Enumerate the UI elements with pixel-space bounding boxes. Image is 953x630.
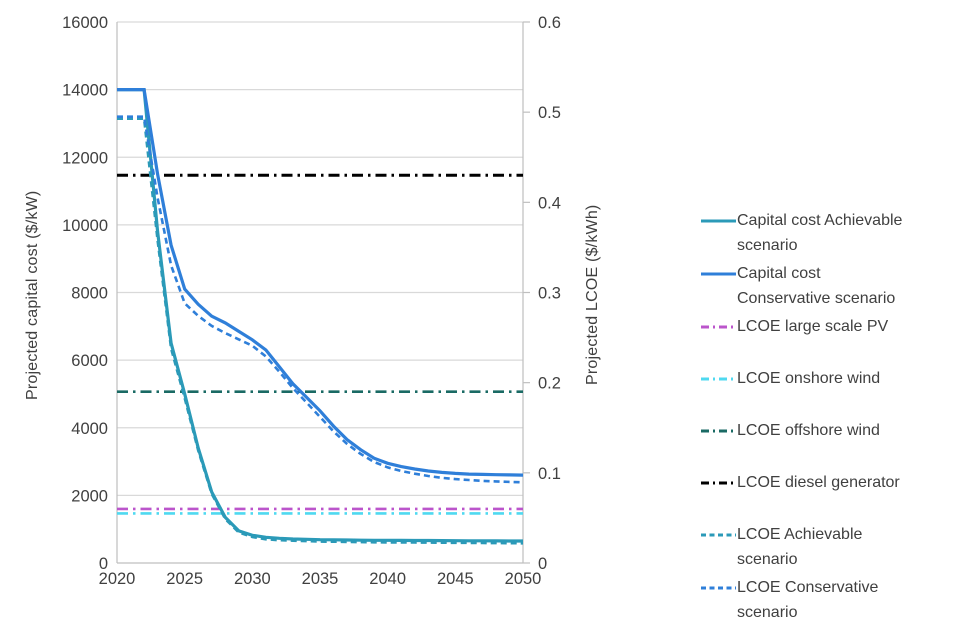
legend-label: LCOE onshore wind bbox=[737, 366, 880, 391]
legend-label: LCOE offshore wind bbox=[737, 418, 880, 443]
legend-item-capital-cost-achievable-scenario: Capital cost Achievable scenario bbox=[700, 208, 950, 258]
lcoe-large-scale-pv-line-icon bbox=[701, 325, 736, 329]
legend-label: LCOE diesel generator bbox=[737, 470, 900, 495]
right-axis-tick-label: 0.4 bbox=[538, 194, 561, 212]
right-axis-title: Projected LCOE ($/kWh) bbox=[584, 204, 601, 386]
legend-item-capital-cost-conservative-scenario: Capital cost Conservative scenario bbox=[700, 261, 950, 311]
series-line-lcoe-achievable-scenario bbox=[117, 117, 524, 545]
series-line-lcoe-conservative-scenario bbox=[117, 115, 524, 484]
legend-label-line: LCOE onshore wind bbox=[737, 370, 881, 387]
lcoe-achievable-scenario-line-icon bbox=[701, 533, 736, 537]
legend-item-lcoe-onshore-wind: LCOE onshore wind bbox=[700, 366, 950, 391]
legend-label: LCOE Achievable scenario bbox=[737, 522, 862, 572]
x-axis-tick-label: 2050 bbox=[505, 570, 542, 588]
left-axis-tick-label: 4000 bbox=[71, 420, 108, 438]
lcoe-onshore-wind-line-icon bbox=[701, 377, 736, 381]
legend-label: LCOE large scale PV bbox=[737, 314, 888, 339]
legend-label: LCOE Conservative scenario bbox=[737, 575, 878, 625]
legend-label-line: LCOE large scale PV bbox=[737, 318, 889, 335]
x-axis-tick-label: 2045 bbox=[437, 570, 474, 588]
legend-label-line: LCOE Achievable bbox=[737, 526, 863, 543]
left-axis-tick-label: 8000 bbox=[71, 285, 108, 303]
left-axis-tick-label: 14000 bbox=[62, 82, 108, 100]
left-axis-tick-label: 6000 bbox=[71, 352, 108, 370]
right-axis-tick-label: 0.5 bbox=[538, 104, 561, 122]
legend-label-line: scenario bbox=[737, 604, 798, 621]
legend-item-lcoe-achievable-scenario: LCOE Achievable scenario bbox=[700, 522, 950, 572]
lcoe-conservative-scenario-line-icon bbox=[701, 586, 736, 590]
left-axis-tick-label: 12000 bbox=[62, 149, 108, 167]
right-axis-tick-label: 0 bbox=[538, 555, 547, 573]
legend-label-line: scenario bbox=[737, 551, 798, 568]
capital-cost-achievable-scenario-line-icon bbox=[701, 219, 736, 223]
x-axis-tick-label: 2040 bbox=[369, 570, 406, 588]
lcoe-diesel-generator-line-icon bbox=[701, 481, 736, 485]
legend-label-line: Conservative scenario bbox=[737, 290, 896, 307]
legend-label-line: LCOE offshore wind bbox=[737, 422, 880, 439]
left-axis-tick-label: 16000 bbox=[62, 14, 108, 32]
right-axis-tick-label: 0.2 bbox=[538, 375, 561, 393]
series-line-capital-cost-conservative-scenario bbox=[117, 87, 524, 477]
left-axis-tick-label: 10000 bbox=[62, 217, 108, 235]
legend-item-lcoe-large-scale-pv: LCOE large scale PV bbox=[700, 314, 950, 339]
legend-label-line: scenario bbox=[737, 237, 798, 254]
legend-item-lcoe-conservative-scenario: LCOE Conservative scenario bbox=[700, 575, 950, 625]
left-axis-title: Projected capital cost ($/kW) bbox=[24, 190, 41, 400]
left-axis-tick-label: 2000 bbox=[71, 487, 108, 505]
x-axis-tick-label: 2035 bbox=[302, 570, 339, 588]
legend-item-lcoe-diesel-generator: LCOE diesel generator bbox=[700, 470, 950, 495]
x-axis-tick-label: 2020 bbox=[99, 570, 136, 588]
legend-label-line: Capital cost bbox=[737, 265, 821, 282]
capital-cost-conservative-scenario-line-icon bbox=[701, 272, 736, 276]
legend-label-line: LCOE Conservative bbox=[737, 579, 879, 596]
right-axis-tick-label: 0.3 bbox=[538, 285, 561, 303]
x-axis-tick-label: 2030 bbox=[234, 570, 271, 588]
right-axis-tick-label: 0.6 bbox=[538, 14, 561, 32]
legend-label-line: Capital cost Achievable bbox=[737, 212, 903, 229]
x-axis-tick-label: 2025 bbox=[166, 570, 203, 588]
chart-legend: Capital cost Achievable scenario Capital c… bbox=[700, 208, 950, 628]
left-axis-tick-label: 0 bbox=[99, 555, 108, 573]
legend-label-line: LCOE diesel generator bbox=[737, 474, 900, 491]
legend-label: Capital cost Conservative scenario bbox=[737, 261, 895, 311]
lcoe-offshore-wind-line-icon bbox=[701, 429, 736, 433]
legend-label: Capital cost Achievable scenario bbox=[737, 208, 902, 258]
right-axis-tick-label: 0.1 bbox=[538, 465, 561, 483]
legend-item-lcoe-offshore-wind: LCOE offshore wind bbox=[700, 418, 950, 443]
